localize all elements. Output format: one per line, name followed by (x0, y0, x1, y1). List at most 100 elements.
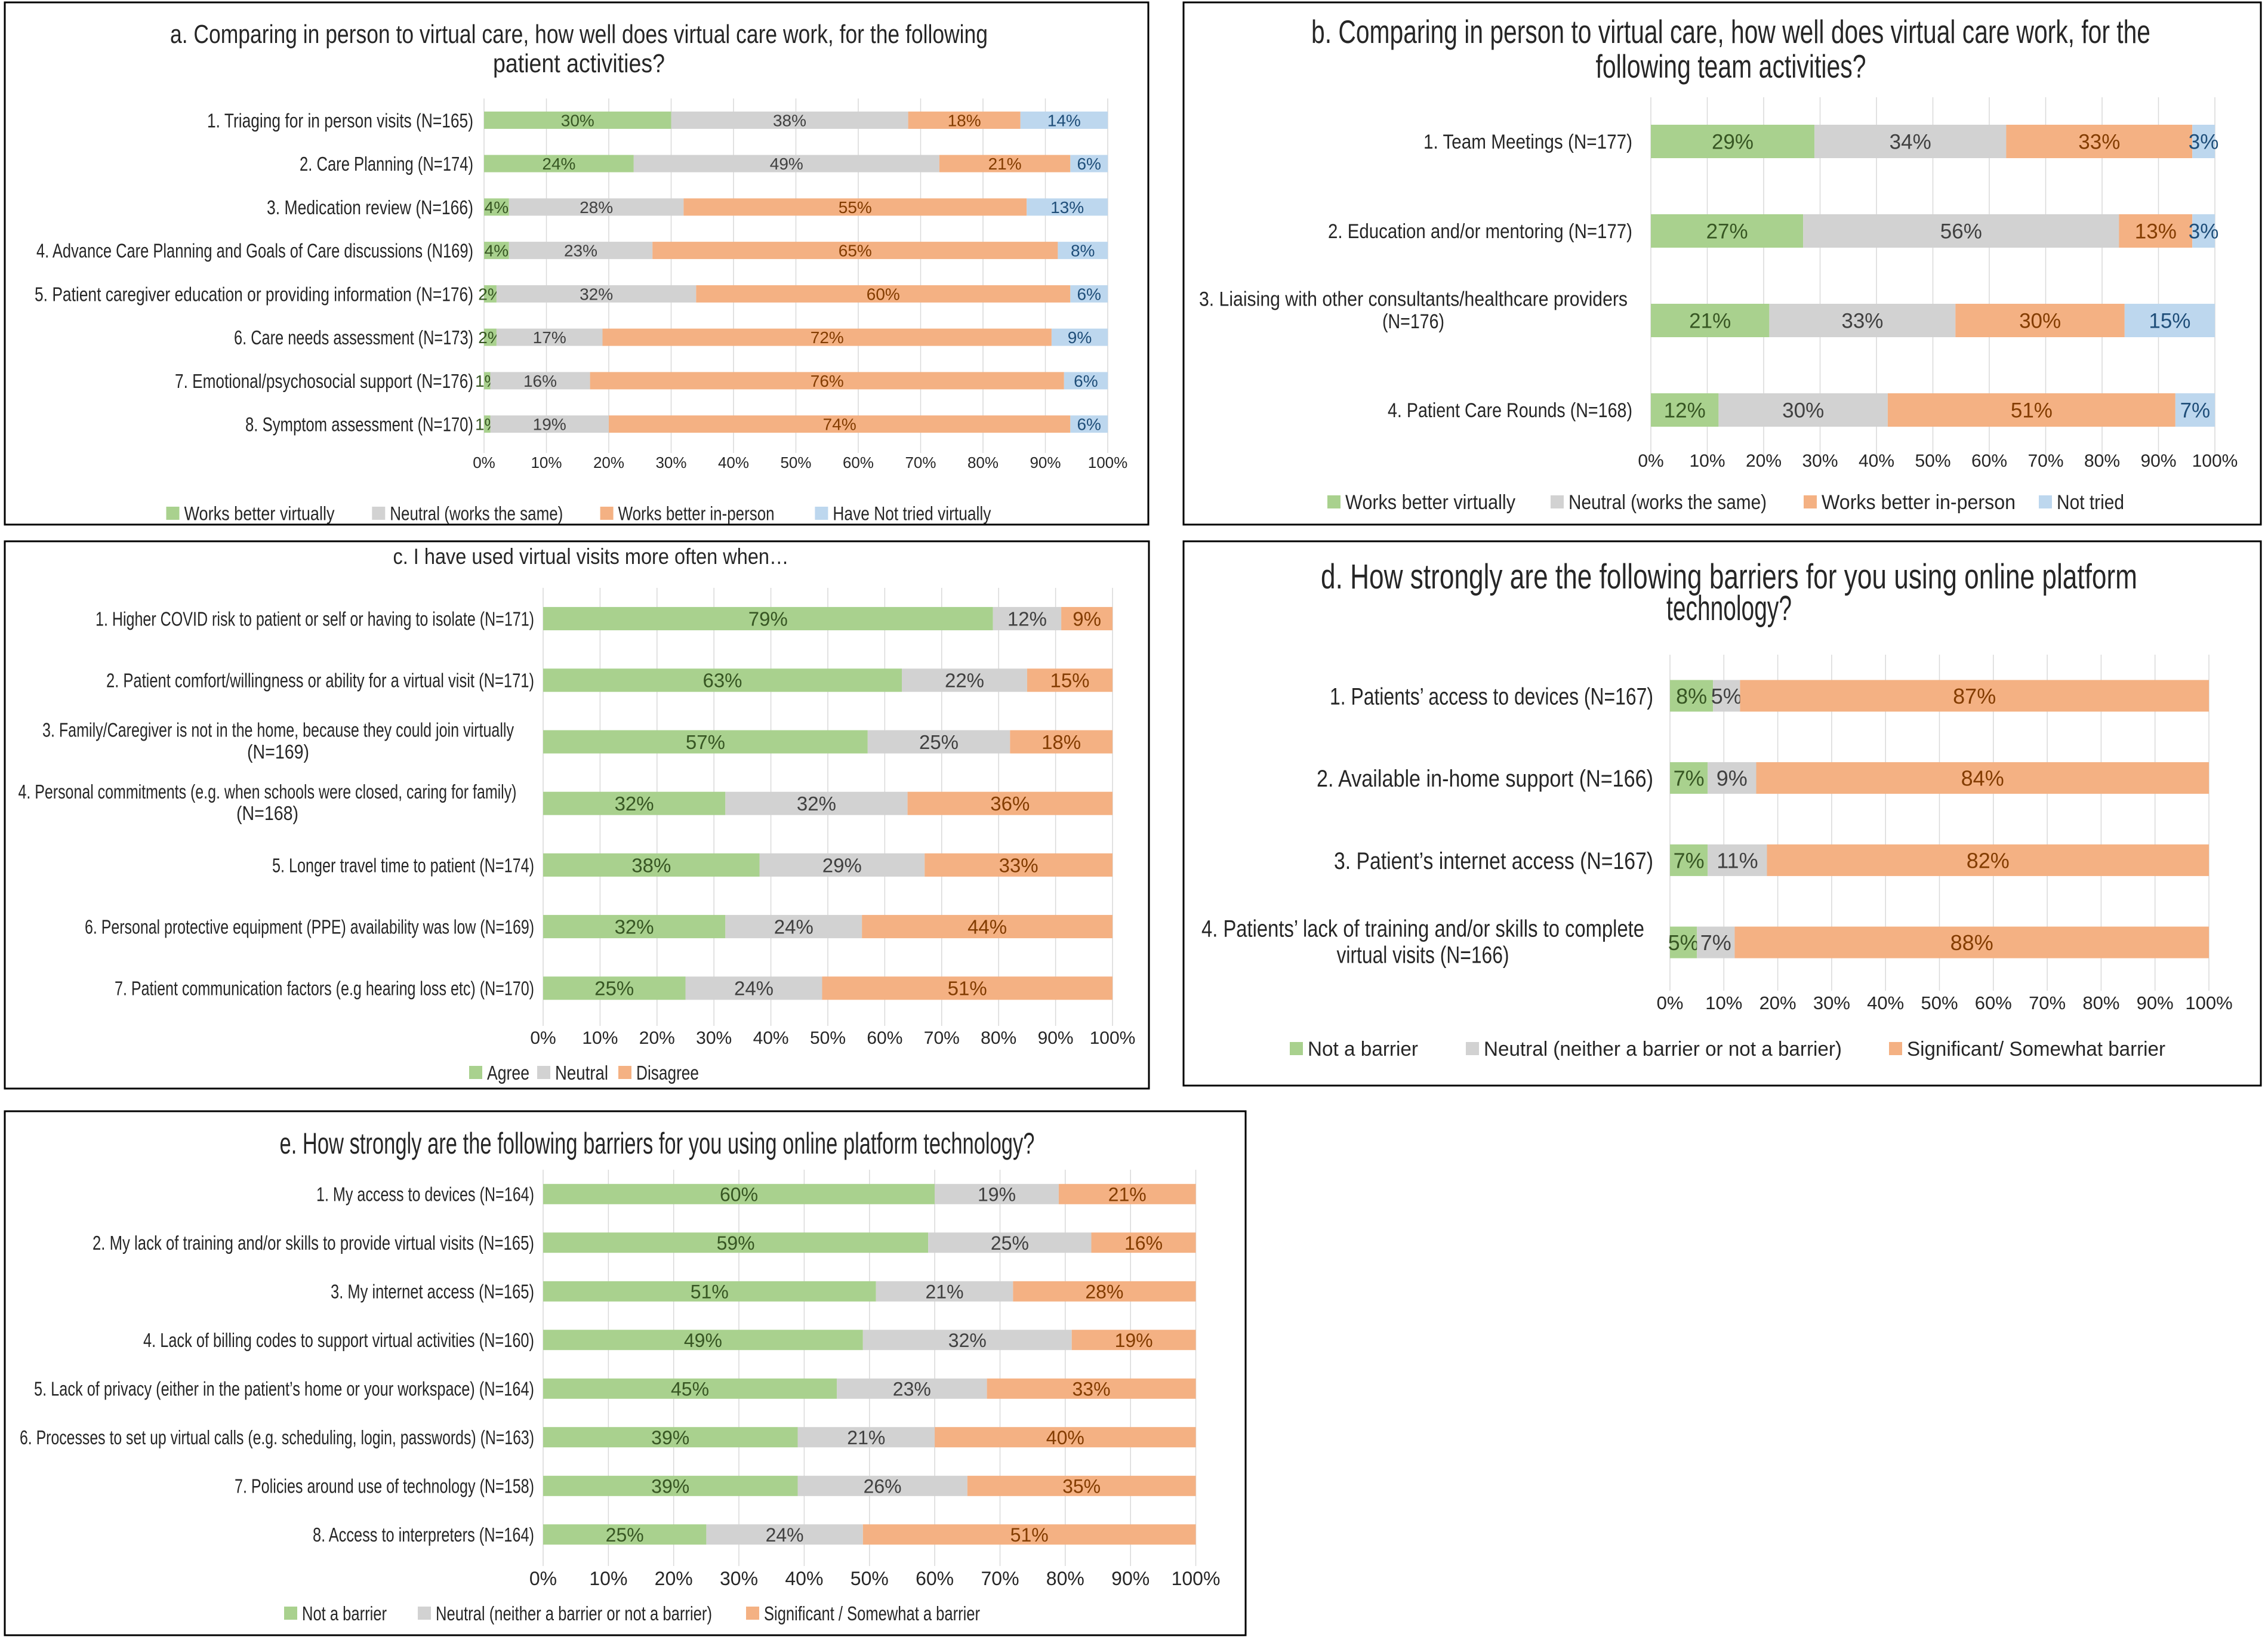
svg-text:7. Emotional/psychosocial supp: 7. Emotional/psychosocial support (N=176… (175, 370, 473, 392)
svg-text:d. How strongly are the follow: d. How strongly are the following barrie… (1321, 557, 2137, 596)
svg-text:3%: 3% (2189, 131, 2219, 154)
svg-text:0%: 0% (530, 1028, 556, 1048)
svg-text:10%: 10% (1689, 451, 1725, 471)
svg-text:25%: 25% (919, 731, 959, 753)
svg-text:Not a barrier: Not a barrier (302, 1602, 387, 1624)
svg-text:6. Personal protective equipme: 6. Personal protective equipment (PPE) a… (85, 916, 534, 938)
svg-text:100%: 100% (1090, 1028, 1136, 1048)
svg-text:21%: 21% (847, 1427, 885, 1448)
svg-text:22%: 22% (945, 670, 984, 692)
svg-text:60%: 60% (916, 1568, 954, 1589)
svg-text:21%: 21% (925, 1281, 963, 1302)
svg-text:60%: 60% (720, 1183, 758, 1205)
svg-text:80%: 80% (1046, 1568, 1084, 1589)
svg-text:27%: 27% (1706, 220, 1748, 243)
svg-text:Works better in-person: Works better in-person (618, 503, 775, 525)
svg-text:0%: 0% (473, 454, 495, 471)
svg-text:30%: 30% (2019, 310, 2061, 333)
svg-text:26%: 26% (864, 1475, 902, 1497)
svg-text:16%: 16% (523, 372, 557, 390)
svg-text:4. Patients’ lack of training: 4. Patients’ lack of training and/or ski… (1201, 916, 1644, 942)
svg-text:20%: 20% (1746, 451, 1782, 471)
svg-text:15%: 15% (2149, 310, 2190, 333)
svg-text:2. Care Planning (N=174): 2. Care Planning (N=174) (300, 153, 473, 175)
svg-text:15%: 15% (1050, 670, 1089, 692)
svg-text:40%: 40% (1859, 451, 1894, 471)
svg-text:3. Medication review (N=166): 3. Medication review (N=166) (267, 196, 473, 218)
svg-text:80%: 80% (2084, 451, 2120, 471)
svg-text:40%: 40% (1867, 992, 1904, 1013)
svg-text:1. Patients’ access to devices: 1. Patients’ access to devices (N=167) (1330, 683, 1653, 710)
svg-text:Have Not tried virtually: Have Not tried virtually (833, 503, 991, 525)
svg-text:4. Lack of billing codes to su: 4. Lack of billing codes to support virt… (143, 1329, 534, 1351)
svg-text:virtual visits (N=166): virtual visits (N=166) (1337, 942, 1509, 969)
svg-text:5. Patient caregiver education: 5. Patient caregiver education or provid… (35, 283, 473, 305)
svg-text:5%: 5% (1711, 684, 1742, 708)
svg-text:1. Triaging for in person visi: 1. Triaging for in person visits (N=165) (207, 109, 473, 131)
svg-text:60%: 60% (843, 454, 874, 471)
svg-text:Significant/ Somewhat barrier: Significant/ Somewhat barrier (1907, 1038, 2165, 1061)
svg-text:33%: 33% (1841, 310, 1883, 333)
svg-text:56%: 56% (1940, 220, 1982, 243)
svg-text:8. Symptom assessment (N=170): 8. Symptom assessment (N=170) (245, 414, 473, 436)
svg-text:49%: 49% (770, 155, 803, 173)
svg-text:5. Lack of privacy (either in: 5. Lack of privacy (either in the patien… (34, 1378, 534, 1400)
svg-text:40%: 40% (753, 1028, 789, 1048)
svg-text:33%: 33% (999, 854, 1039, 876)
svg-text:12%: 12% (1007, 608, 1047, 630)
svg-text:34%: 34% (1890, 131, 1931, 154)
svg-text:80%: 80% (981, 1028, 1016, 1048)
svg-text:63%: 63% (702, 670, 742, 692)
svg-text:10%: 10% (1705, 992, 1742, 1013)
svg-text:1. My access to devices (N=164: 1. My access to devices (N=164) (316, 1183, 534, 1206)
svg-text:90%: 90% (2140, 451, 2176, 471)
svg-text:32%: 32% (948, 1330, 987, 1351)
svg-text:30%: 30% (1802, 451, 1838, 471)
svg-text:9%: 9% (1717, 766, 1748, 791)
svg-text:100%: 100% (1172, 1568, 1221, 1589)
svg-text:32%: 32% (615, 793, 654, 815)
svg-text:79%: 79% (748, 608, 788, 630)
svg-text:technology?: technology? (1666, 589, 1792, 628)
svg-text:e. How strongly are the follow: e. How strongly are the following barrie… (280, 1127, 1035, 1160)
svg-text:80%: 80% (2082, 992, 2119, 1013)
svg-text:7%: 7% (1700, 930, 1731, 955)
svg-text:35%: 35% (1062, 1475, 1101, 1497)
svg-text:8%: 8% (1071, 242, 1095, 260)
svg-text:50%: 50% (780, 454, 811, 471)
svg-text:24%: 24% (734, 978, 774, 1000)
svg-text:Works better in-person: Works better in-person (1822, 491, 2016, 514)
svg-text:74%: 74% (823, 415, 856, 434)
svg-text:90%: 90% (2137, 992, 2174, 1013)
svg-text:Neutral (neither a barrier or: Neutral (neither a barrier or not a barr… (436, 1602, 712, 1624)
svg-text:39%: 39% (651, 1427, 689, 1448)
svg-text:20%: 20% (593, 454, 624, 471)
svg-text:Works better virtually: Works better virtually (184, 503, 335, 525)
svg-text:6%: 6% (1077, 155, 1101, 173)
svg-text:55%: 55% (839, 198, 872, 217)
svg-text:51%: 51% (691, 1281, 729, 1302)
svg-text:88%: 88% (1950, 930, 1993, 955)
svg-text:32%: 32% (615, 916, 654, 938)
svg-text:6%: 6% (1077, 415, 1101, 434)
svg-text:1. Team Meetings (N=177): 1. Team Meetings (N=177) (1423, 131, 1632, 153)
svg-text:40%: 40% (718, 454, 749, 471)
svg-text:2. My lack of training and/or: 2. My lack of training and/or skills to … (93, 1232, 534, 1254)
svg-text:Agree: Agree (487, 1062, 529, 1084)
svg-text:patient activities?: patient activities? (493, 49, 665, 78)
svg-text:(N=168): (N=168) (236, 802, 298, 824)
svg-text:25%: 25% (594, 978, 634, 1000)
svg-text:33%: 33% (2078, 131, 2120, 154)
svg-text:a. Comparing in person to virt: a. Comparing in person to virtual care, … (170, 20, 988, 49)
svg-text:38%: 38% (773, 112, 806, 130)
svg-text:7. Patient communication facto: 7. Patient communication factors (e.g he… (115, 978, 534, 1000)
svg-text:50%: 50% (850, 1568, 889, 1589)
svg-text:100%: 100% (2192, 451, 2238, 471)
svg-text:18%: 18% (948, 112, 981, 130)
svg-text:87%: 87% (1953, 684, 1996, 708)
svg-text:60%: 60% (867, 1028, 902, 1048)
svg-text:20%: 20% (655, 1568, 693, 1589)
svg-text:80%: 80% (967, 454, 999, 471)
svg-text:72%: 72% (811, 328, 844, 347)
svg-text:51%: 51% (948, 978, 987, 1000)
